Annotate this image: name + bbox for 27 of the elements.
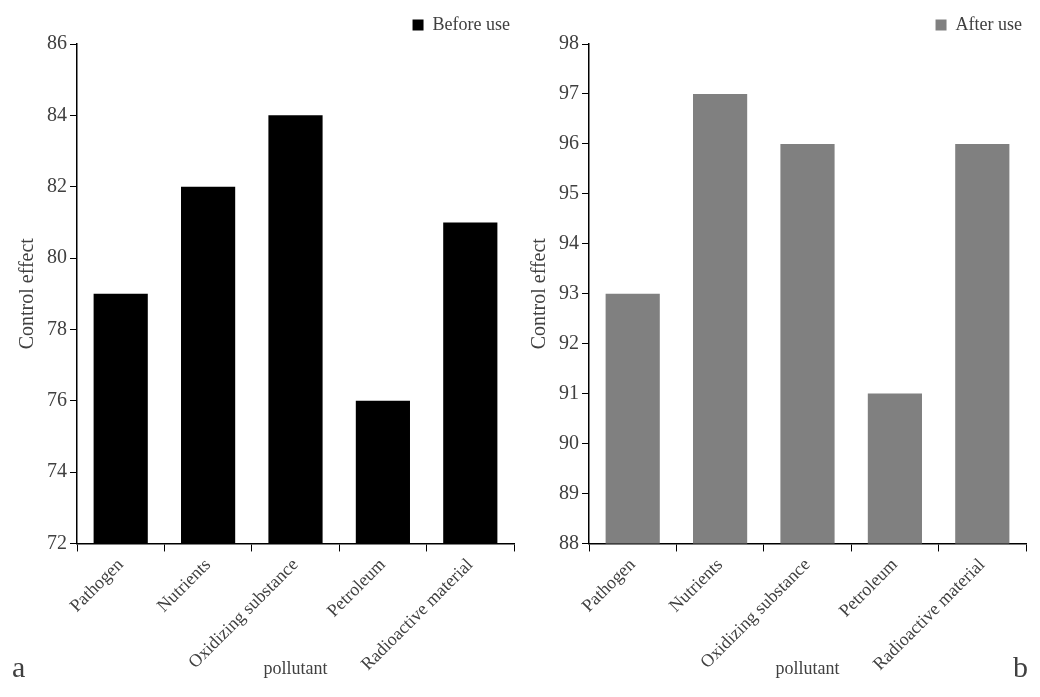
y-tick-label: 78: [47, 316, 67, 339]
legend-label: After use: [955, 13, 1023, 34]
y-tick-label: 97: [559, 81, 579, 104]
y-axis-title: Control effect: [527, 237, 550, 350]
y-tick-label: 82: [47, 173, 67, 196]
y-tick-label: 72: [47, 530, 67, 553]
text: b: [1013, 649, 1028, 683]
y-tick-label: 84: [47, 102, 67, 125]
y-tick-label: 92: [559, 330, 579, 353]
y-tick-label: 88: [559, 530, 579, 553]
y-tick-label: 94: [559, 231, 579, 254]
y-tick-label: 93: [559, 280, 579, 303]
text: a: [12, 649, 26, 683]
y-tick-label: 74: [47, 459, 67, 482]
y-tick-label: 89: [559, 480, 579, 503]
y-tick-label: 90: [559, 430, 579, 453]
y-tick-label: 86: [47, 31, 67, 54]
y-tick-label: 96: [559, 131, 579, 154]
x-axis-title: pollutant: [775, 657, 840, 678]
y-tick-label: 95: [559, 181, 579, 204]
x-axis-title: pollutant: [263, 657, 328, 678]
legend-label: Before use: [432, 13, 511, 34]
y-tick-label: 98: [559, 31, 579, 54]
y-tick-label: 91: [559, 380, 579, 403]
y-tick-label: 76: [47, 388, 67, 411]
y-axis-title: Control effect: [15, 237, 38, 350]
y-tick-label: 80: [47, 245, 67, 268]
